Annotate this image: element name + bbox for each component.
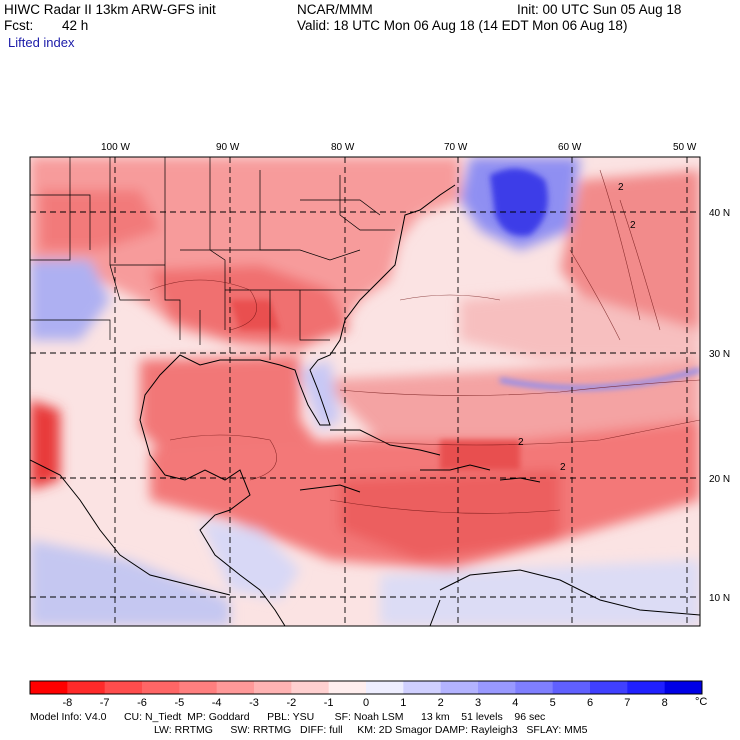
colorbar-swatch bbox=[664, 681, 703, 694]
colorbar-frame bbox=[29, 680, 703, 695]
colorbar-swatch bbox=[552, 681, 591, 694]
colorbar-swatch bbox=[142, 681, 180, 694]
colorbar-swatch bbox=[179, 681, 218, 694]
lon-label: 90 W bbox=[216, 142, 240, 153]
colorbar-tick-label: 8 bbox=[662, 697, 668, 709]
colorbar-swatch bbox=[291, 681, 330, 694]
lat-label: 10 N bbox=[709, 593, 730, 604]
field-name: Lifted index bbox=[8, 35, 75, 50]
lon-label: 100 W bbox=[101, 142, 130, 153]
colorbar-swatch bbox=[328, 681, 367, 694]
colorbar-tick-label: 4 bbox=[512, 697, 518, 709]
colorbar-tick-label: -2 bbox=[286, 697, 296, 709]
contour-label: 2 bbox=[618, 182, 624, 193]
colorbar-tick-label: -5 bbox=[174, 697, 184, 709]
lon-label: 50 W bbox=[673, 142, 697, 153]
colorbar-tick-label: -1 bbox=[324, 697, 334, 709]
colorbar-tick-label: 5 bbox=[550, 697, 556, 709]
colorbar-unit: °C bbox=[695, 696, 707, 708]
colorbar-tick-label: 6 bbox=[587, 697, 593, 709]
colorbar-swatch bbox=[440, 681, 479, 694]
contour-label: 2 bbox=[518, 437, 524, 448]
init-time: Init: 00 UTC Sun 05 Aug 18 bbox=[517, 2, 682, 17]
colorbar-swatch bbox=[403, 681, 442, 694]
lat-label: 30 N bbox=[709, 349, 730, 360]
lat-label: 20 N bbox=[709, 474, 730, 485]
colorbar-swatch bbox=[590, 681, 628, 694]
colorbar-tick-label: -6 bbox=[137, 697, 147, 709]
forecast-label: Fcst: bbox=[4, 18, 34, 33]
colorbar-tick-label: 2 bbox=[438, 697, 444, 709]
colorbar: -8 -7 -6 -5 -4 -3 -2 -1 0 1 2 3 4 5 6 7 8 bbox=[29, 680, 703, 709]
colorbar-swatch bbox=[627, 681, 666, 694]
forecast-hour: 42 h bbox=[62, 18, 89, 33]
colorbar-tick-label: 7 bbox=[624, 697, 630, 709]
colorbar-swatch bbox=[104, 681, 143, 694]
model-title: HIWC Radar II 13km ARW-GFS init bbox=[4, 2, 216, 17]
colorbar-tick-label: 3 bbox=[475, 697, 481, 709]
state-borders bbox=[30, 157, 395, 360]
colorbar-tick-label: -4 bbox=[212, 697, 222, 709]
map-frame bbox=[29, 156, 701, 627]
colorbar-tick-label: 0 bbox=[363, 697, 369, 709]
lon-label: 80 W bbox=[331, 142, 355, 153]
colorbar-swatch bbox=[366, 681, 404, 694]
colorbar-tick-label: -3 bbox=[249, 697, 259, 709]
colorbar-swatch bbox=[515, 681, 554, 694]
model-info-line1: Model Info: V4.0 CU: N_Tiedt MP: Goddard… bbox=[30, 711, 546, 723]
model-info-line2: LW: RRTMG SW: RRTMG DIFF: full KM: 2D Sm… bbox=[154, 724, 588, 736]
colorbar-swatch bbox=[216, 681, 255, 694]
colorbar-swatch bbox=[478, 681, 516, 694]
map-field: 2 2 2 2 bbox=[30, 157, 700, 626]
contour-label: 2 bbox=[630, 220, 636, 231]
colorbar-tick-label: 1 bbox=[400, 697, 406, 709]
coastlines bbox=[30, 184, 700, 626]
graticule bbox=[30, 157, 700, 626]
organization: NCAR/MMM bbox=[297, 2, 373, 17]
colorbar-swatch bbox=[67, 681, 106, 694]
contours bbox=[149, 169, 700, 514]
lon-label: 60 W bbox=[558, 142, 582, 153]
contour-label: 2 bbox=[560, 462, 566, 473]
colorbar-tick-label: -8 bbox=[62, 697, 72, 709]
valid-time: Valid: 18 UTC Mon 06 Aug 18 (14 EDT Mon … bbox=[297, 18, 628, 33]
lat-label: 40 N bbox=[709, 208, 730, 219]
lon-label: 70 W bbox=[444, 142, 468, 153]
colorbar-swatch bbox=[254, 681, 292, 694]
colorbar-swatch bbox=[30, 681, 68, 694]
colorbar-tick-label: -7 bbox=[100, 697, 110, 709]
lifted-index-shading bbox=[30, 157, 700, 626]
